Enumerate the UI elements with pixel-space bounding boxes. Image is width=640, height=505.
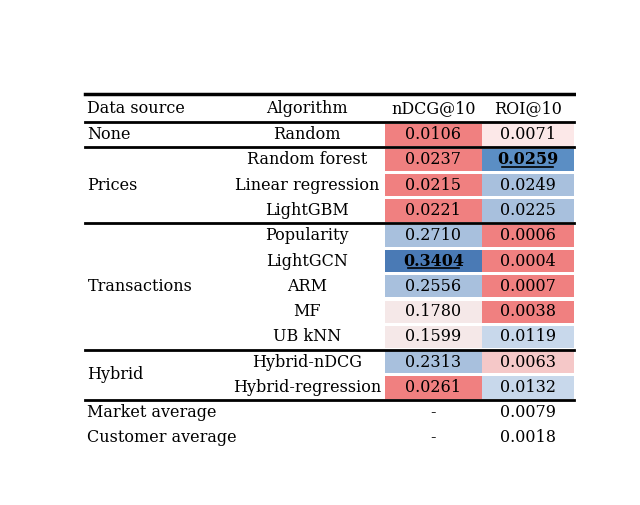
Text: Algorithm: Algorithm [266, 100, 348, 117]
Text: 0.0237: 0.0237 [405, 152, 461, 169]
Text: 0.0215: 0.0215 [405, 177, 461, 194]
Text: 0.0079: 0.0079 [500, 404, 556, 421]
Text: None: None [88, 126, 131, 143]
Text: 0.1599: 0.1599 [405, 328, 461, 345]
Text: Popularity: Popularity [265, 227, 349, 244]
Text: -: - [431, 404, 436, 421]
Bar [482, 199, 573, 222]
Text: 0.0063: 0.0063 [500, 354, 556, 371]
Text: UB kNN: UB kNN [273, 328, 341, 345]
Bar [482, 124, 573, 146]
Text: Hybrid-regression: Hybrid-regression [233, 379, 381, 396]
Bar [482, 376, 573, 398]
Text: 0.0007: 0.0007 [500, 278, 556, 295]
Text: 0.0132: 0.0132 [500, 379, 556, 396]
Text: 0.3404: 0.3404 [403, 252, 464, 270]
Text: Customer average: Customer average [88, 429, 237, 446]
Text: LightGBM: LightGBM [265, 202, 349, 219]
Text: 0.2556: 0.2556 [405, 278, 461, 295]
Text: Hybrid-nDCG: Hybrid-nDCG [252, 354, 362, 371]
Bar [385, 225, 482, 247]
Text: 0.0259: 0.0259 [497, 152, 558, 169]
Text: ARM: ARM [287, 278, 327, 295]
Bar [482, 275, 573, 297]
Text: Linear regression: Linear regression [235, 177, 379, 194]
Text: 0.1780: 0.1780 [405, 303, 461, 320]
Text: -: - [431, 429, 436, 446]
Text: 0.0106: 0.0106 [405, 126, 461, 143]
Bar [385, 199, 482, 222]
Text: 0.0261: 0.0261 [405, 379, 461, 396]
Text: Market average: Market average [88, 404, 217, 421]
Text: 0.0004: 0.0004 [500, 252, 556, 270]
Text: Prices: Prices [88, 177, 138, 194]
Text: 0.0018: 0.0018 [500, 429, 556, 446]
Text: 0.0038: 0.0038 [500, 303, 556, 320]
Text: ROI@10: ROI@10 [493, 100, 561, 117]
Bar [385, 174, 482, 196]
Text: 0.2710: 0.2710 [405, 227, 461, 244]
Text: nDCG@10: nDCG@10 [391, 100, 476, 117]
Bar [385, 124, 482, 146]
Text: MF: MF [293, 303, 321, 320]
Bar [482, 149, 573, 171]
Bar [385, 275, 482, 297]
Bar [385, 149, 482, 171]
Text: Random: Random [273, 126, 340, 143]
Bar [385, 326, 482, 348]
Text: 0.0249: 0.0249 [500, 177, 556, 194]
Text: 0.0119: 0.0119 [500, 328, 556, 345]
Bar [482, 326, 573, 348]
Bar [385, 250, 482, 272]
Bar [482, 250, 573, 272]
Bar [482, 225, 573, 247]
Text: 0.0221: 0.0221 [406, 202, 461, 219]
Text: Hybrid: Hybrid [88, 366, 144, 383]
Text: 0.0225: 0.0225 [500, 202, 556, 219]
Text: LightGCN: LightGCN [266, 252, 348, 270]
Bar [482, 351, 573, 373]
Bar [482, 300, 573, 323]
Text: Data source: Data source [88, 100, 186, 117]
Bar [385, 376, 482, 398]
Bar [385, 300, 482, 323]
Text: 0.2313: 0.2313 [405, 354, 461, 371]
Bar [385, 351, 482, 373]
Text: Random forest: Random forest [247, 152, 367, 169]
Text: 0.0071: 0.0071 [500, 126, 556, 143]
Text: Transactions: Transactions [88, 278, 192, 295]
Text: 0.0006: 0.0006 [500, 227, 556, 244]
Bar [482, 174, 573, 196]
